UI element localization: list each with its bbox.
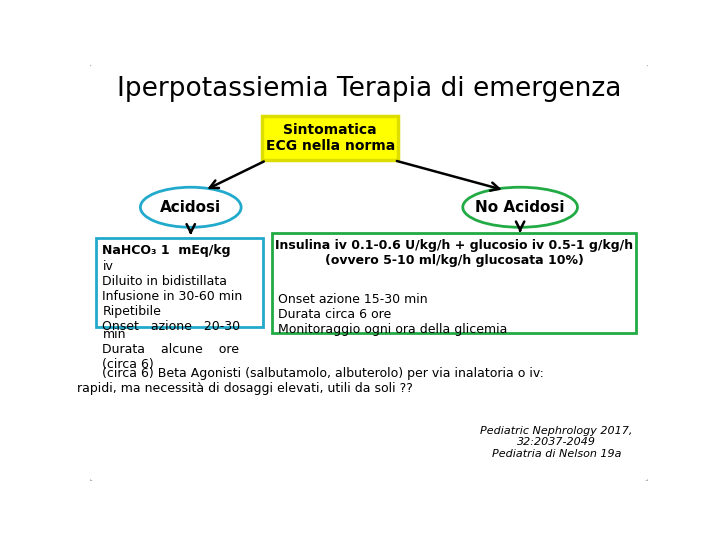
FancyBboxPatch shape: [262, 116, 398, 160]
Text: Insulina iv 0.1-0.6 U/kg/h + glucosio iv 0.5-1 g/kg/h
(ovvero 5-10 ml/kg/h gluco: Insulina iv 0.1-0.6 U/kg/h + glucosio iv…: [275, 239, 634, 267]
Ellipse shape: [140, 187, 241, 227]
Text: Iperpotassiemia Terapia di emergenza: Iperpotassiemia Terapia di emergenza: [117, 77, 621, 103]
Text: rapidi, ma necessità di dosaggi elevati, utili da soli ??: rapidi, ma necessità di dosaggi elevati,…: [77, 382, 413, 395]
FancyBboxPatch shape: [96, 238, 263, 327]
Text: Pediatric Nephrology 2017,
32:2037-2049
Pediatria di Nelson 19a: Pediatric Nephrology 2017, 32:2037-2049 …: [480, 426, 632, 459]
Ellipse shape: [463, 187, 577, 227]
FancyBboxPatch shape: [89, 63, 649, 482]
Text: Onset azione 15-30 min
Durata circa 6 ore
Monitoraggio ogni ora della glicemia: Onset azione 15-30 min Durata circa 6 or…: [279, 293, 508, 336]
Text: Sintomatica
ECG nella norma: Sintomatica ECG nella norma: [266, 123, 395, 153]
Text: (circa 6) Beta Agonisti (salbutamolo, albuterolo) per via inalatoria o iv:: (circa 6) Beta Agonisti (salbutamolo, al…: [102, 367, 544, 380]
Text: No Acidosi: No Acidosi: [475, 200, 565, 215]
Text: min
Durata    alcune    ore
(circa 6): min Durata alcune ore (circa 6): [102, 328, 239, 371]
Text: NaHCO₃ 1  mEq/kg: NaHCO₃ 1 mEq/kg: [102, 244, 231, 257]
Text: iv
Diluito in bidistillata
Infusione in 30-60 min
Ripetibile
Onset   azione   20: iv Diluito in bidistillata Infusione in …: [102, 260, 243, 333]
Text: Acidosi: Acidosi: [160, 200, 221, 215]
FancyBboxPatch shape: [272, 233, 636, 333]
